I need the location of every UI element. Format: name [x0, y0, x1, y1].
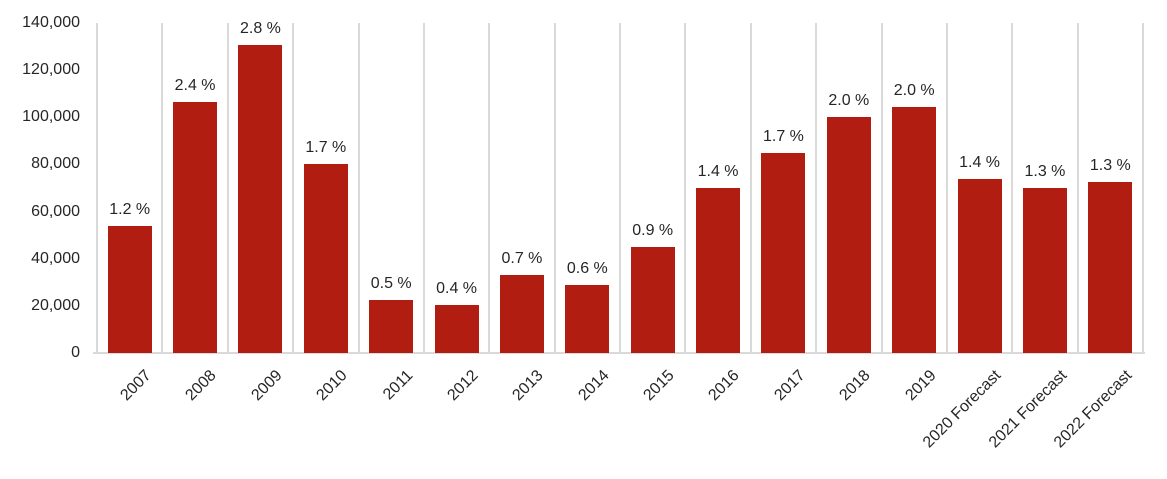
bar — [238, 45, 282, 353]
vertical-gridline — [815, 23, 818, 353]
x-category-label: 2016 — [705, 367, 744, 405]
bar-value-label: 0.4 % — [436, 280, 478, 297]
x-category-label: 2017 — [771, 367, 809, 405]
x-category-label: 2018 — [836, 367, 874, 405]
vertical-gridline — [945, 23, 948, 353]
bar — [827, 117, 871, 353]
bar-value-label: 2.0 % — [828, 92, 870, 109]
bar — [761, 153, 805, 353]
y-tick-label: 20,000 — [31, 297, 80, 314]
bar — [500, 275, 544, 353]
vertical-gridline — [1142, 23, 1144, 353]
bar-value-label: 0.9 % — [632, 222, 674, 239]
y-tick-label: 40,000 — [31, 250, 80, 267]
bar-value-label: 1.3 % — [1024, 163, 1066, 180]
vertical-gridline — [619, 23, 621, 353]
bar-value-label: 2.4 % — [174, 77, 216, 94]
bar — [958, 179, 1002, 353]
vertical-gridline — [1011, 23, 1014, 353]
vertical-gridline — [96, 23, 98, 353]
bar — [696, 188, 740, 353]
bar — [435, 305, 479, 353]
bar — [565, 285, 609, 353]
vertical-gridline — [292, 23, 295, 353]
bar — [369, 300, 413, 353]
bar-value-label: 0.6 % — [566, 260, 608, 277]
bar — [892, 107, 936, 353]
vertical-gridline — [880, 23, 883, 353]
x-category-label: 2010 — [313, 367, 351, 405]
bar — [1088, 182, 1132, 353]
bar-value-label: 1.4 % — [697, 163, 739, 180]
bar-value-label: 1.3 % — [1089, 157, 1131, 174]
bar-value-label: 1.7 % — [305, 139, 347, 156]
x-category-label: 2011 — [379, 367, 417, 404]
vertical-gridline — [161, 23, 164, 353]
vertical-gridline — [749, 23, 752, 353]
vertical-gridline — [422, 23, 425, 353]
vertical-gridline — [684, 23, 687, 353]
y-tick-label: 80,000 — [31, 155, 80, 172]
y-tick-label: 140,000 — [22, 14, 80, 31]
x-axis-line — [93, 352, 1145, 354]
vertical-gridline — [553, 23, 556, 353]
bar-value-label: 2.8 % — [239, 20, 281, 37]
y-tick-label: 0 — [71, 344, 80, 361]
vertical-gridline — [488, 23, 491, 353]
bar-value-label: 0.7 % — [501, 250, 543, 267]
bar-value-label: 2.0 % — [893, 82, 935, 99]
bar — [1023, 188, 1067, 353]
x-category-label: 2012 — [444, 367, 482, 405]
vertical-gridline — [357, 23, 360, 353]
x-category-label: 2015 — [640, 367, 678, 405]
x-category-label: 2007 — [117, 367, 155, 405]
bar-value-label: 1.7 % — [762, 128, 804, 145]
x-category-label: 2019 — [902, 367, 940, 405]
bar-value-label: 1.4 % — [959, 154, 1001, 171]
vertical-gridline — [1076, 23, 1079, 353]
bar — [304, 164, 348, 353]
x-category-label: 2014 — [575, 367, 613, 405]
bar — [631, 247, 675, 353]
bar — [173, 102, 217, 353]
bar — [108, 226, 152, 353]
vertical-gridline — [226, 23, 229, 353]
x-category-label: 2013 — [509, 367, 547, 405]
x-category-label: 2009 — [248, 367, 286, 405]
y-tick-label: 120,000 — [22, 61, 80, 78]
bar-value-label: 1.2 % — [109, 201, 151, 218]
x-category-label: 2008 — [182, 367, 221, 405]
y-tick-label: 60,000 — [31, 203, 80, 220]
bar-value-label: 0.5 % — [370, 275, 412, 292]
y-tick-label: 100,000 — [22, 108, 80, 125]
